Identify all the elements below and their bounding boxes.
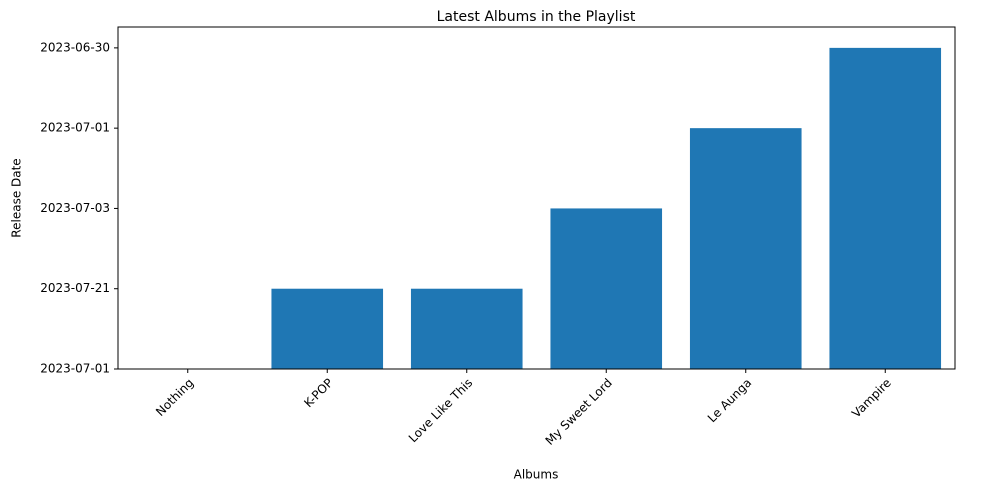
plot-frame xyxy=(117,26,956,370)
y-axis-label: Release Date xyxy=(10,158,24,237)
y-tick-label: 2023-06-30 xyxy=(40,40,110,54)
chart-title: Latest Albums in the Playlist xyxy=(437,9,636,25)
x-tick-label: K-POP xyxy=(301,376,336,411)
y-tick-label: 2023-07-01 xyxy=(40,121,110,135)
bar xyxy=(829,47,942,370)
x-tick-label: My Sweet Lord xyxy=(543,376,615,448)
x-axis-label: Albums xyxy=(514,468,559,482)
x-tick-label: Le Aunga xyxy=(705,376,755,426)
x-tick-label: Love Like This xyxy=(406,376,476,446)
bar xyxy=(410,288,523,369)
bar xyxy=(550,208,663,369)
y-tick-label: 2023-07-03 xyxy=(40,201,110,215)
bar xyxy=(689,128,802,369)
x-tick-label: Nothing xyxy=(153,376,196,419)
x-tick-label: Vampire xyxy=(849,376,894,421)
bar xyxy=(271,288,384,369)
y-tick-label: 2023-07-01 xyxy=(40,362,110,376)
y-tick-label: 2023-07-21 xyxy=(40,281,110,295)
